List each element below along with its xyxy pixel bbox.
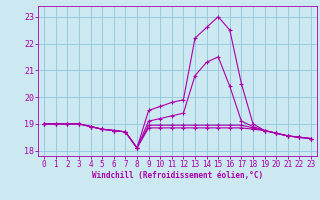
X-axis label: Windchill (Refroidissement éolien,°C): Windchill (Refroidissement éolien,°C) bbox=[92, 171, 263, 180]
